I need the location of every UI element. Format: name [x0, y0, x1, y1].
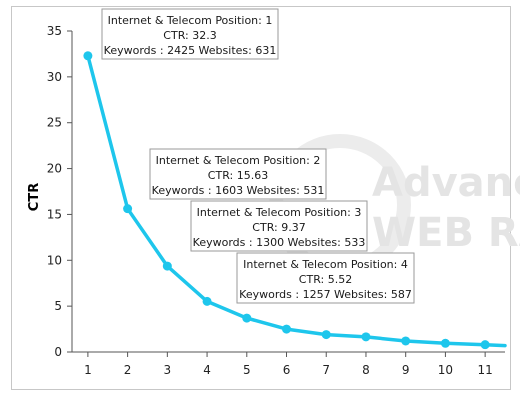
tooltip-box — [236, 252, 415, 304]
y-axis-title: CTR — [27, 183, 42, 211]
tooltip-detail: Keywords : 2425 Websites: 631 — [104, 44, 277, 57]
y-tick-label: 15 — [47, 207, 62, 221]
tooltip-detail: Keywords : 1257 Websites: 587 — [239, 288, 412, 301]
tooltip-ctr: CTR: 9.37 — [252, 221, 305, 234]
x-tick-label: 3 — [164, 363, 172, 377]
tooltip: Internet & Telecom Position: 3 CTR: 9.37 K… — [190, 200, 368, 252]
y-tick-label: 30 — [47, 70, 62, 84]
data-point — [83, 51, 93, 61]
data-point — [440, 338, 450, 348]
tooltip: Internet & Telecom Position: 1 CTR: 32.3 K… — [101, 8, 279, 60]
y-tick-label: 10 — [47, 253, 62, 267]
tooltip-ctr: CTR: 15.63 — [208, 169, 268, 182]
data-point — [321, 330, 331, 340]
tooltip-title: Internet & Telecom Position: 4 — [243, 258, 408, 271]
data-point — [162, 261, 172, 271]
axes: 0 5 10 15 20 25 30 35 1 2 3 4 5 6 7 8 9 10 11 — [47, 24, 505, 377]
x-tick-label: 4 — [203, 363, 211, 377]
tooltip-ctr: CTR: 5.52 — [299, 273, 352, 286]
x-tick-label: 11 — [477, 363, 492, 377]
data-point — [401, 336, 411, 346]
x-tick-label: 8 — [362, 363, 370, 377]
data-point — [480, 340, 490, 350]
data-point — [361, 332, 371, 342]
data-point — [282, 324, 292, 334]
tooltip-ctr: CTR: 32.3 — [163, 29, 216, 42]
tooltip: Internet & Telecom Position: 4 CTR: 5.52 K… — [236, 252, 415, 304]
tooltip: Internet & Telecom Position: 2 CTR: 15.63… — [149, 148, 327, 200]
y-tick-label: 5 — [54, 299, 62, 313]
tooltip-title: Internet & Telecom Position: 3 — [197, 206, 362, 219]
tooltip-box — [190, 200, 368, 252]
tooltip-detail: Keywords : 1603 Websites: 531 — [152, 184, 325, 197]
y-tick-label: 35 — [47, 24, 62, 38]
series-line — [86, 54, 507, 348]
data-point — [123, 204, 133, 214]
data-point — [202, 296, 212, 306]
x-tick-label: 7 — [322, 363, 330, 377]
data-point — [242, 313, 252, 323]
tooltip-box — [149, 148, 327, 200]
x-tick-label: 6 — [283, 363, 291, 377]
y-tick-label: 20 — [47, 162, 62, 176]
tooltip-box — [101, 8, 279, 60]
watermark-line-2: WEB RANKING — [372, 210, 520, 256]
tooltip-title: Internet & Telecom Position: 1 — [108, 14, 273, 27]
tooltips: Internet & Telecom Position: 1 CTR: 32.3 K… — [101, 8, 415, 304]
x-tick-label: 1 — [84, 363, 92, 377]
tooltip-title: Internet & Telecom Position: 2 — [156, 154, 321, 167]
tooltip-detail: Keywords : 1300 Websites: 533 — [193, 236, 366, 249]
y-tick-label: 0 — [54, 345, 62, 359]
x-tick-label: 9 — [402, 363, 410, 377]
x-tick-label: 10 — [438, 363, 453, 377]
x-tick-label: 5 — [243, 363, 251, 377]
y-tick-label: 25 — [47, 116, 62, 130]
series — [83, 51, 507, 350]
x-tick-label: 2 — [124, 363, 132, 377]
watermark-line-1: Advanced — [372, 160, 520, 206]
